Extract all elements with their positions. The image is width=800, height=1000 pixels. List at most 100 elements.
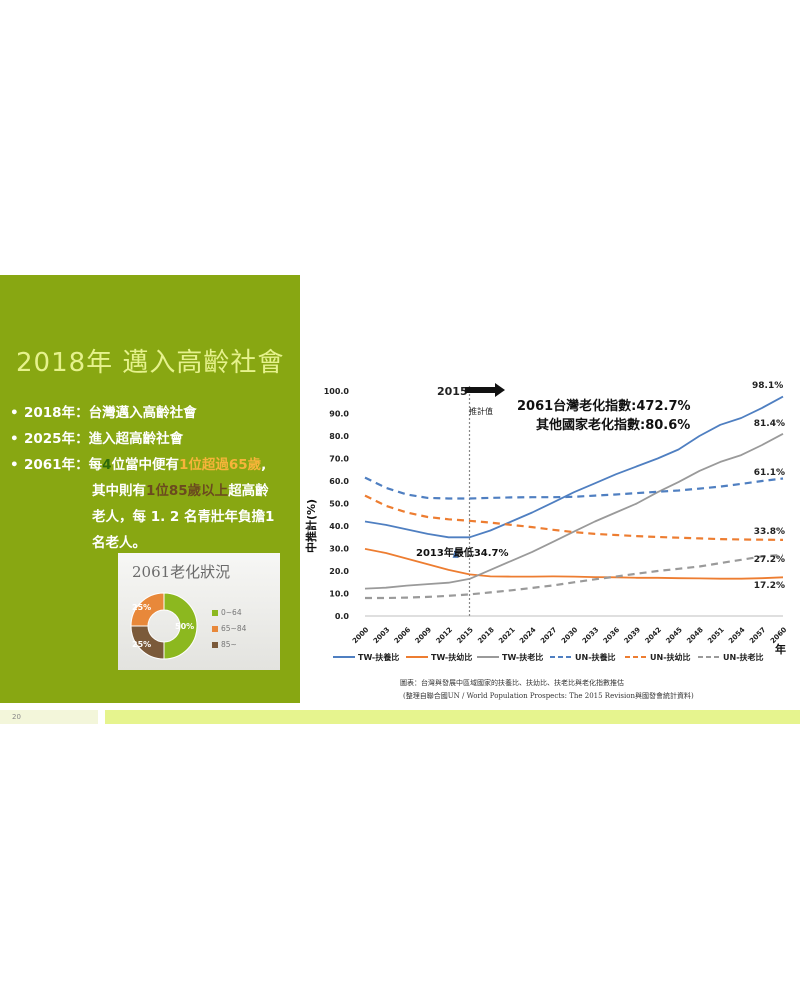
continuation-line-2: 老人，每 1. 2 名青壯年負擔1 [92,509,275,525]
legend-label: 85~ [221,640,237,649]
legend-label: UN-扶老比 [723,652,764,662]
x-tick-label: 2048 [685,626,705,646]
minimum-label: 2013年最低34.7% [416,546,509,559]
series-line-2 [364,433,784,590]
page-number: 20 [0,710,98,724]
legend-swatch [212,626,218,632]
x-tick-label: 2045 [664,626,684,646]
minimum-arrow-icon [452,547,459,558]
series-line-1 [364,548,784,580]
chart-caption: 圖表：台灣與發展中區域國家的扶養比、扶幼比、扶老比與老化指數推估 [400,678,624,687]
y-axis-label: 中推計(%) [305,499,318,553]
x-tick-label: 2006 [393,626,413,646]
legend-label: TW-扶養比 [358,652,399,662]
chart-labels: 98.1% 81.4% 61.1% 33.8% 27.2% 17.2% [752,381,785,591]
pie-svg: 25% 50% 25% [130,592,198,660]
x-tick-label: 2000 [351,626,371,646]
left-panel: 2018年 邁入高齡社會 • 2018年：台灣邁入高齡社會 • 2025年：進入超高… [0,275,300,703]
slide-title: 2018年 邁入高齡社會 [16,348,285,378]
series-line-0 [364,395,784,539]
bullet-text: 台灣邁入高齡社會 [88,405,197,421]
continuation-line-1: 其中則有1位85歲以上超高齡 [92,479,269,499]
x-tick-label: 2054 [727,626,747,646]
y-tick-label: 80.0 [329,432,349,441]
pie-card: 2061老化狀況 25% 50% 25% 0~64 65~84 85~ [118,553,280,670]
legend-85-plus: 85~ [212,640,237,649]
y-tick-label: 100.0 [324,387,350,396]
series-line-5 [365,553,784,600]
series-end-label: 27.2% [754,555,785,565]
chart-legend: TW-扶養比 TW-扶幼比 TW-扶老比 UN-扶養比 UN-扶幼比 UN-扶老比 [333,652,764,662]
legend-label: UN-扶幼比 [650,652,691,662]
series-end-label: 17.2% [754,581,785,591]
pie-label-65-84: 25% [132,603,151,612]
x-tick-label: 2015 [455,626,475,646]
series-end-label: 33.8% [754,527,785,537]
bullet-year: 2018年： [24,405,89,421]
donut-chart [130,592,198,660]
arrow-right-icon [465,383,505,397]
donut-slice-65-84 [130,592,165,627]
footer-bar [105,710,800,724]
series-end-label: 61.1% [754,468,785,478]
other-aging-index: 其他國家老化指數:80.6% [536,417,690,433]
x-tick-label: 2039 [623,626,643,646]
x-tick-label: 2036 [602,626,622,646]
y-tick-label: 30.0 [329,545,349,554]
y-tick-label: 40.0 [329,522,349,531]
y-tick-label: 90.0 [329,410,349,419]
legend-label: TW-扶幼比 [431,652,472,662]
legend-0-64: 0~64 [212,608,242,617]
x-tick-label: 2009 [414,626,434,646]
x-tick-label: 2030 [560,626,580,646]
highlight-over-85: 1位85歲以上 [146,483,229,499]
series-line-4 [364,494,784,541]
bullet-2061: • 2061年：每4位當中便有1位超過65歲, [10,457,267,473]
bullet-year: 2025年： [24,431,89,447]
projection-label: 推計值 [469,406,493,416]
legend-label: 65~84 [221,624,247,633]
donut-slice-0-64 [163,592,198,660]
y-tick-label: 10.0 [329,590,349,599]
x-tick-label: 2042 [644,626,664,646]
series-line-3 [364,476,784,500]
x-axis-label: 年 [775,642,786,656]
x-tick-label: 2051 [706,626,726,646]
legend-swatch [212,610,218,616]
x-tick-label: 2024 [518,626,538,646]
y-tick-label: 60.0 [329,477,349,486]
y-tick-label: 70.0 [329,455,349,464]
y-tick-label: 20.0 [329,567,349,576]
continuation-text: 超高齡 [228,483,269,499]
legend-swatch [212,642,218,648]
y-tick-label: 50.0 [329,500,349,509]
y-tick-label: 0.0 [335,612,350,621]
bullet-text: 位當中便有 [111,457,179,473]
legend-65-84: 65~84 [212,624,246,633]
series-end-label: 98.1% [752,381,783,391]
bullet-text: 每 [88,457,103,473]
chart-source: (整理自聯合國UN / World Population Prospects: … [403,691,694,700]
bullet-text: 進入超高齡社會 [88,431,184,447]
highlight-four: 4 [102,457,112,473]
x-tick-label: 2027 [539,626,559,646]
x-tick-label: 2012 [435,626,455,646]
x-tick-label: 2018 [476,626,496,646]
series-end-label: 81.4% [754,419,785,429]
x-tick-label: 2021 [497,626,517,646]
legend-label: 0~64 [221,608,242,617]
chart-series [364,395,784,600]
pie-label-85-plus: 25% [132,640,151,649]
tw-aging-index: 2061台灣老化指數:472.7% [517,398,691,414]
bullet-2018: • 2018年：台灣邁入高齡社會 [10,405,197,421]
marker-year-label: 2015 [437,385,468,398]
legend-label: UN-扶養比 [575,652,616,662]
x-tick-label: 2033 [581,626,601,646]
legend-label: TW-扶老比 [502,652,543,662]
bullet-comma: , [261,457,267,473]
x-tick-label: 2003 [372,626,392,646]
pie-title: 2061老化狀況 [132,563,231,581]
bullet-year: 2061年： [24,457,89,473]
pie-label-0-64: 50% [175,622,194,631]
continuation-line-3: 名老人。 [92,535,146,551]
